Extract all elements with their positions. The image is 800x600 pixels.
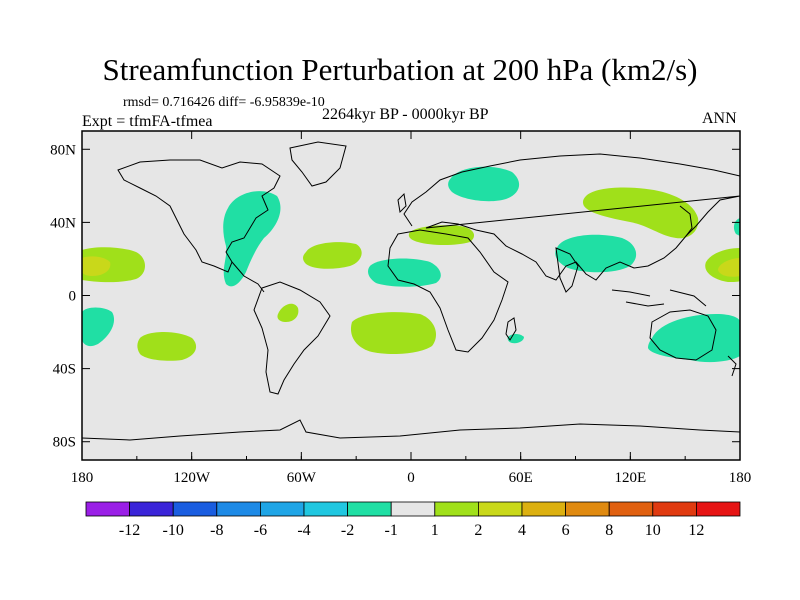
anomaly-atlantic-africa (368, 258, 441, 287)
coast-antarctica (81, 419, 741, 441)
colorbar-swatch (172, 501, 218, 517)
x-tick-label: 120W (173, 470, 211, 486)
colorbar-label: 10 (645, 522, 661, 539)
colorbar-swatch (521, 501, 566, 517)
colorbar-label: -6 (254, 522, 267, 539)
rmsd-stats: rmsd= 0.716426 diff= -6.95839e-10 (123, 95, 325, 110)
colorbar-swatch (565, 501, 610, 517)
coast-madagascar (505, 317, 517, 341)
colorbar-swatch (390, 501, 436, 517)
anomaly-south-pacific (137, 332, 197, 361)
season-label: ANN (702, 110, 737, 127)
coast-north-america (117, 159, 281, 273)
anomaly-layer (82, 166, 740, 363)
coast-central-america (231, 261, 265, 293)
y-tick-label: 80S (53, 435, 76, 451)
colorbar-swatch (477, 501, 523, 517)
anomaly-pacific-west-south (82, 307, 115, 347)
coastlines (81, 141, 741, 441)
anomaly-mediterranean-positive (408, 225, 475, 245)
colorbar-label: -1 (385, 522, 398, 539)
colorbar-swatch (347, 501, 392, 517)
coast-south-america (253, 281, 331, 395)
coast-africa (387, 229, 509, 353)
colorbar-swatch (129, 501, 174, 517)
colorbar-label: -4 (297, 522, 310, 539)
colorbar-label: 1 (431, 522, 439, 539)
colorbar-label: 2 (474, 522, 482, 539)
colorbar-label: 4 (518, 522, 526, 539)
anomaly-east-asia (582, 187, 699, 239)
colorbar-swatch (434, 501, 479, 517)
anomaly-north-atlantic (303, 242, 362, 269)
colorbar: -12 -10 -8 -6 -4 -2 -1 1 2 4 6 8 10 12 (85, 501, 741, 539)
x-tick-label: 120E (614, 470, 646, 486)
coast-greenland (289, 141, 347, 187)
colorbar-swatch (696, 501, 741, 517)
x-tick-label: 60W (287, 470, 317, 486)
colorbar-label: -2 (341, 522, 354, 539)
colorbar-swatch (652, 501, 697, 517)
colorbar-label: -10 (163, 522, 184, 539)
colorbar-label: 8 (605, 522, 613, 539)
coast-new-zealand (727, 355, 737, 377)
x-tick-label: 180 (729, 470, 752, 486)
colorbar-swatch (216, 501, 261, 517)
time-period-label: 2264kyr BP - 0000kyr BP (322, 106, 489, 123)
colorbar-swatch (608, 501, 654, 517)
colorbar-label: 6 (562, 522, 570, 539)
x-tick-label: 180 (71, 470, 94, 486)
coast-british-isles (397, 192, 407, 214)
y-tick-label: 40S (53, 362, 76, 378)
colorbar-label: -12 (119, 522, 140, 539)
plot-title: Streamfunction Perturbation at 200 hPa (… (102, 52, 698, 87)
anomaly-central-pacific-core (82, 256, 111, 276)
anomaly-north-america (223, 191, 281, 287)
coast-india (555, 247, 579, 293)
tick-labels: 180 120W 60W 0 60E 120E 180 80N 40N 0 40S 80S (50, 142, 751, 486)
experiment-label: Expt = tfmFA-tfmea (82, 113, 213, 130)
coast-japan (679, 205, 693, 237)
colorbar-swatch (85, 501, 130, 517)
y-tick-label: 80N (50, 142, 76, 158)
tick-marks (81, 131, 741, 460)
coast-southeast-asia-islands (611, 289, 707, 307)
anomaly-australia (648, 314, 740, 363)
x-tick-label: 0 (407, 470, 415, 486)
coast-australia (649, 309, 717, 361)
anomaly-amazon (277, 303, 299, 322)
anomaly-west-pacific-core (718, 258, 740, 277)
map-background (82, 131, 740, 460)
anomaly-northern-eurasia (448, 166, 520, 202)
x-tick-label: 60E (509, 470, 533, 486)
anomaly-south-asia (555, 234, 637, 273)
y-tick-label: 40N (50, 215, 76, 231)
coast-eurasia (403, 153, 741, 281)
y-tick-label: 0 (69, 289, 77, 305)
colorbar-swatch (303, 501, 348, 517)
colorbar-swatch (259, 501, 305, 517)
colorbar-label: -8 (210, 522, 223, 539)
colorbar-label: 12 (688, 522, 704, 539)
anomaly-south-atlantic (350, 312, 436, 354)
